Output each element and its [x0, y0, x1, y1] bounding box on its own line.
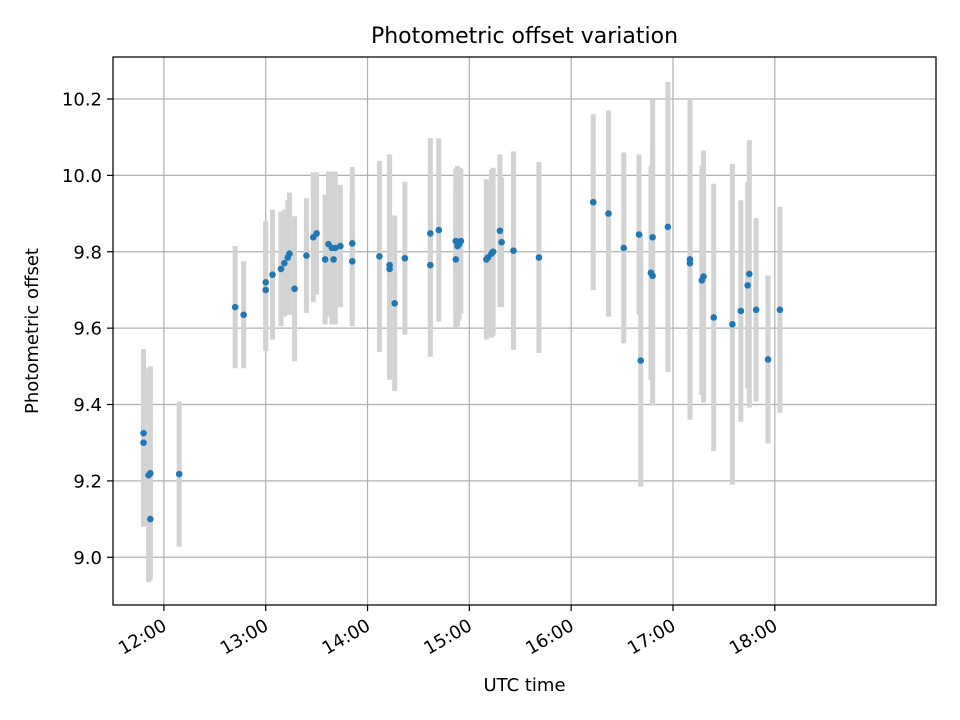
y-tick-label: 9.0 [73, 548, 102, 569]
data-point [175, 470, 183, 478]
data-point [427, 261, 434, 269]
data-point [240, 311, 247, 319]
data-point [147, 515, 154, 523]
data-point [269, 271, 276, 278]
data-point [262, 286, 270, 294]
data-point [303, 252, 310, 259]
data-point [348, 258, 356, 265]
data-point [729, 321, 736, 328]
y-tick-label: 10.0 [62, 166, 102, 187]
data-point [764, 356, 772, 363]
data-point [401, 254, 409, 262]
data-point [700, 273, 707, 280]
grid [113, 57, 936, 605]
data-point [496, 227, 504, 235]
data-point [348, 240, 356, 247]
x-axis-label: UTC time [483, 675, 565, 696]
data-point [637, 357, 645, 364]
y-tick-label: 9.4 [73, 395, 102, 416]
data-point [589, 198, 597, 206]
data-point [686, 259, 694, 267]
y-axis-label: Photometric offset [22, 248, 43, 414]
y-tick-label: 9.2 [73, 471, 102, 492]
data-point [427, 230, 434, 237]
data-point [231, 303, 239, 311]
data-point [313, 230, 320, 237]
data-point [452, 256, 460, 263]
data-point [737, 307, 745, 315]
data-point [535, 254, 543, 261]
data-point [710, 314, 718, 321]
data-point [664, 223, 672, 231]
data-points [140, 198, 784, 523]
data-point [262, 279, 270, 286]
data-point [277, 265, 285, 273]
y-tick-label: 9.6 [73, 319, 102, 340]
data-point [140, 429, 147, 437]
data-point [649, 233, 656, 241]
data-point [331, 244, 339, 252]
data-point [746, 270, 753, 278]
data-point [776, 306, 784, 314]
y-tick-label: 10.2 [62, 90, 102, 111]
plot-frame [112, 56, 937, 606]
data-point [337, 242, 344, 250]
data-point [457, 237, 465, 245]
chart-title: Photometric offset variation [371, 24, 678, 49]
data-point [635, 231, 643, 238]
data-point [391, 300, 398, 307]
data-point [147, 469, 154, 477]
data-point [510, 247, 517, 254]
y-tick-label: 9.8 [73, 242, 102, 263]
data-point [376, 253, 383, 260]
data-point [620, 244, 628, 252]
data-point [744, 282, 751, 289]
data-point [330, 256, 337, 263]
data-point [286, 250, 293, 257]
data-point [140, 439, 147, 447]
data-point [386, 265, 393, 273]
data-point [281, 259, 288, 267]
data-point [435, 226, 443, 234]
data-point [291, 285, 298, 293]
y-axis: 9.0 9.2 9.4 9.6 9.8 10.0 10.2 [62, 90, 113, 569]
data-point [752, 306, 760, 314]
data-point [489, 248, 497, 256]
data-point [605, 210, 612, 217]
data-point [649, 272, 656, 280]
data-point [498, 238, 505, 246]
data-point [321, 256, 329, 263]
